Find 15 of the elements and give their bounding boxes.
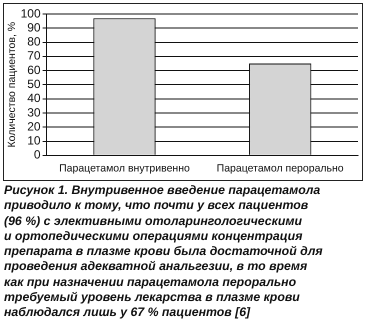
y-tick-label: 0 xyxy=(34,148,41,162)
y-tick-label: 70 xyxy=(27,48,41,63)
y-tick-label: 10 xyxy=(27,134,41,148)
y-tick-label: 50 xyxy=(27,77,41,92)
x-tick-label: Парацетамол перорально xyxy=(216,162,344,175)
y-tick-label: 60 xyxy=(27,62,41,77)
y-tick-label: 80 xyxy=(27,34,41,49)
y-tick-label: 40 xyxy=(27,91,41,106)
x-tick-label: Парацетамол внутривенно xyxy=(59,162,190,175)
text: Рисунок 1. Внутривенное введение парацетамола приводило к тому, что почти у всех пациентов (96 %) с элективными отоларингологическими и ортопедическими операциями концентрация препарата в плазме крови была достаточной для проведения адекватной анальгезии, в то время как при назначении парацетамола перорально требуемый уровень лекарства в плазме крови наблюдался лишь у 67 % пациентов [6] xyxy=(4,183,323,320)
y-axis-title: Количество пациентов, % xyxy=(6,22,18,148)
y-tick-label: 90 xyxy=(27,20,41,34)
y-tick-label: 100 xyxy=(20,6,41,20)
y-tick-label: 30 xyxy=(27,105,41,120)
y-tick-label: 20 xyxy=(27,119,41,134)
